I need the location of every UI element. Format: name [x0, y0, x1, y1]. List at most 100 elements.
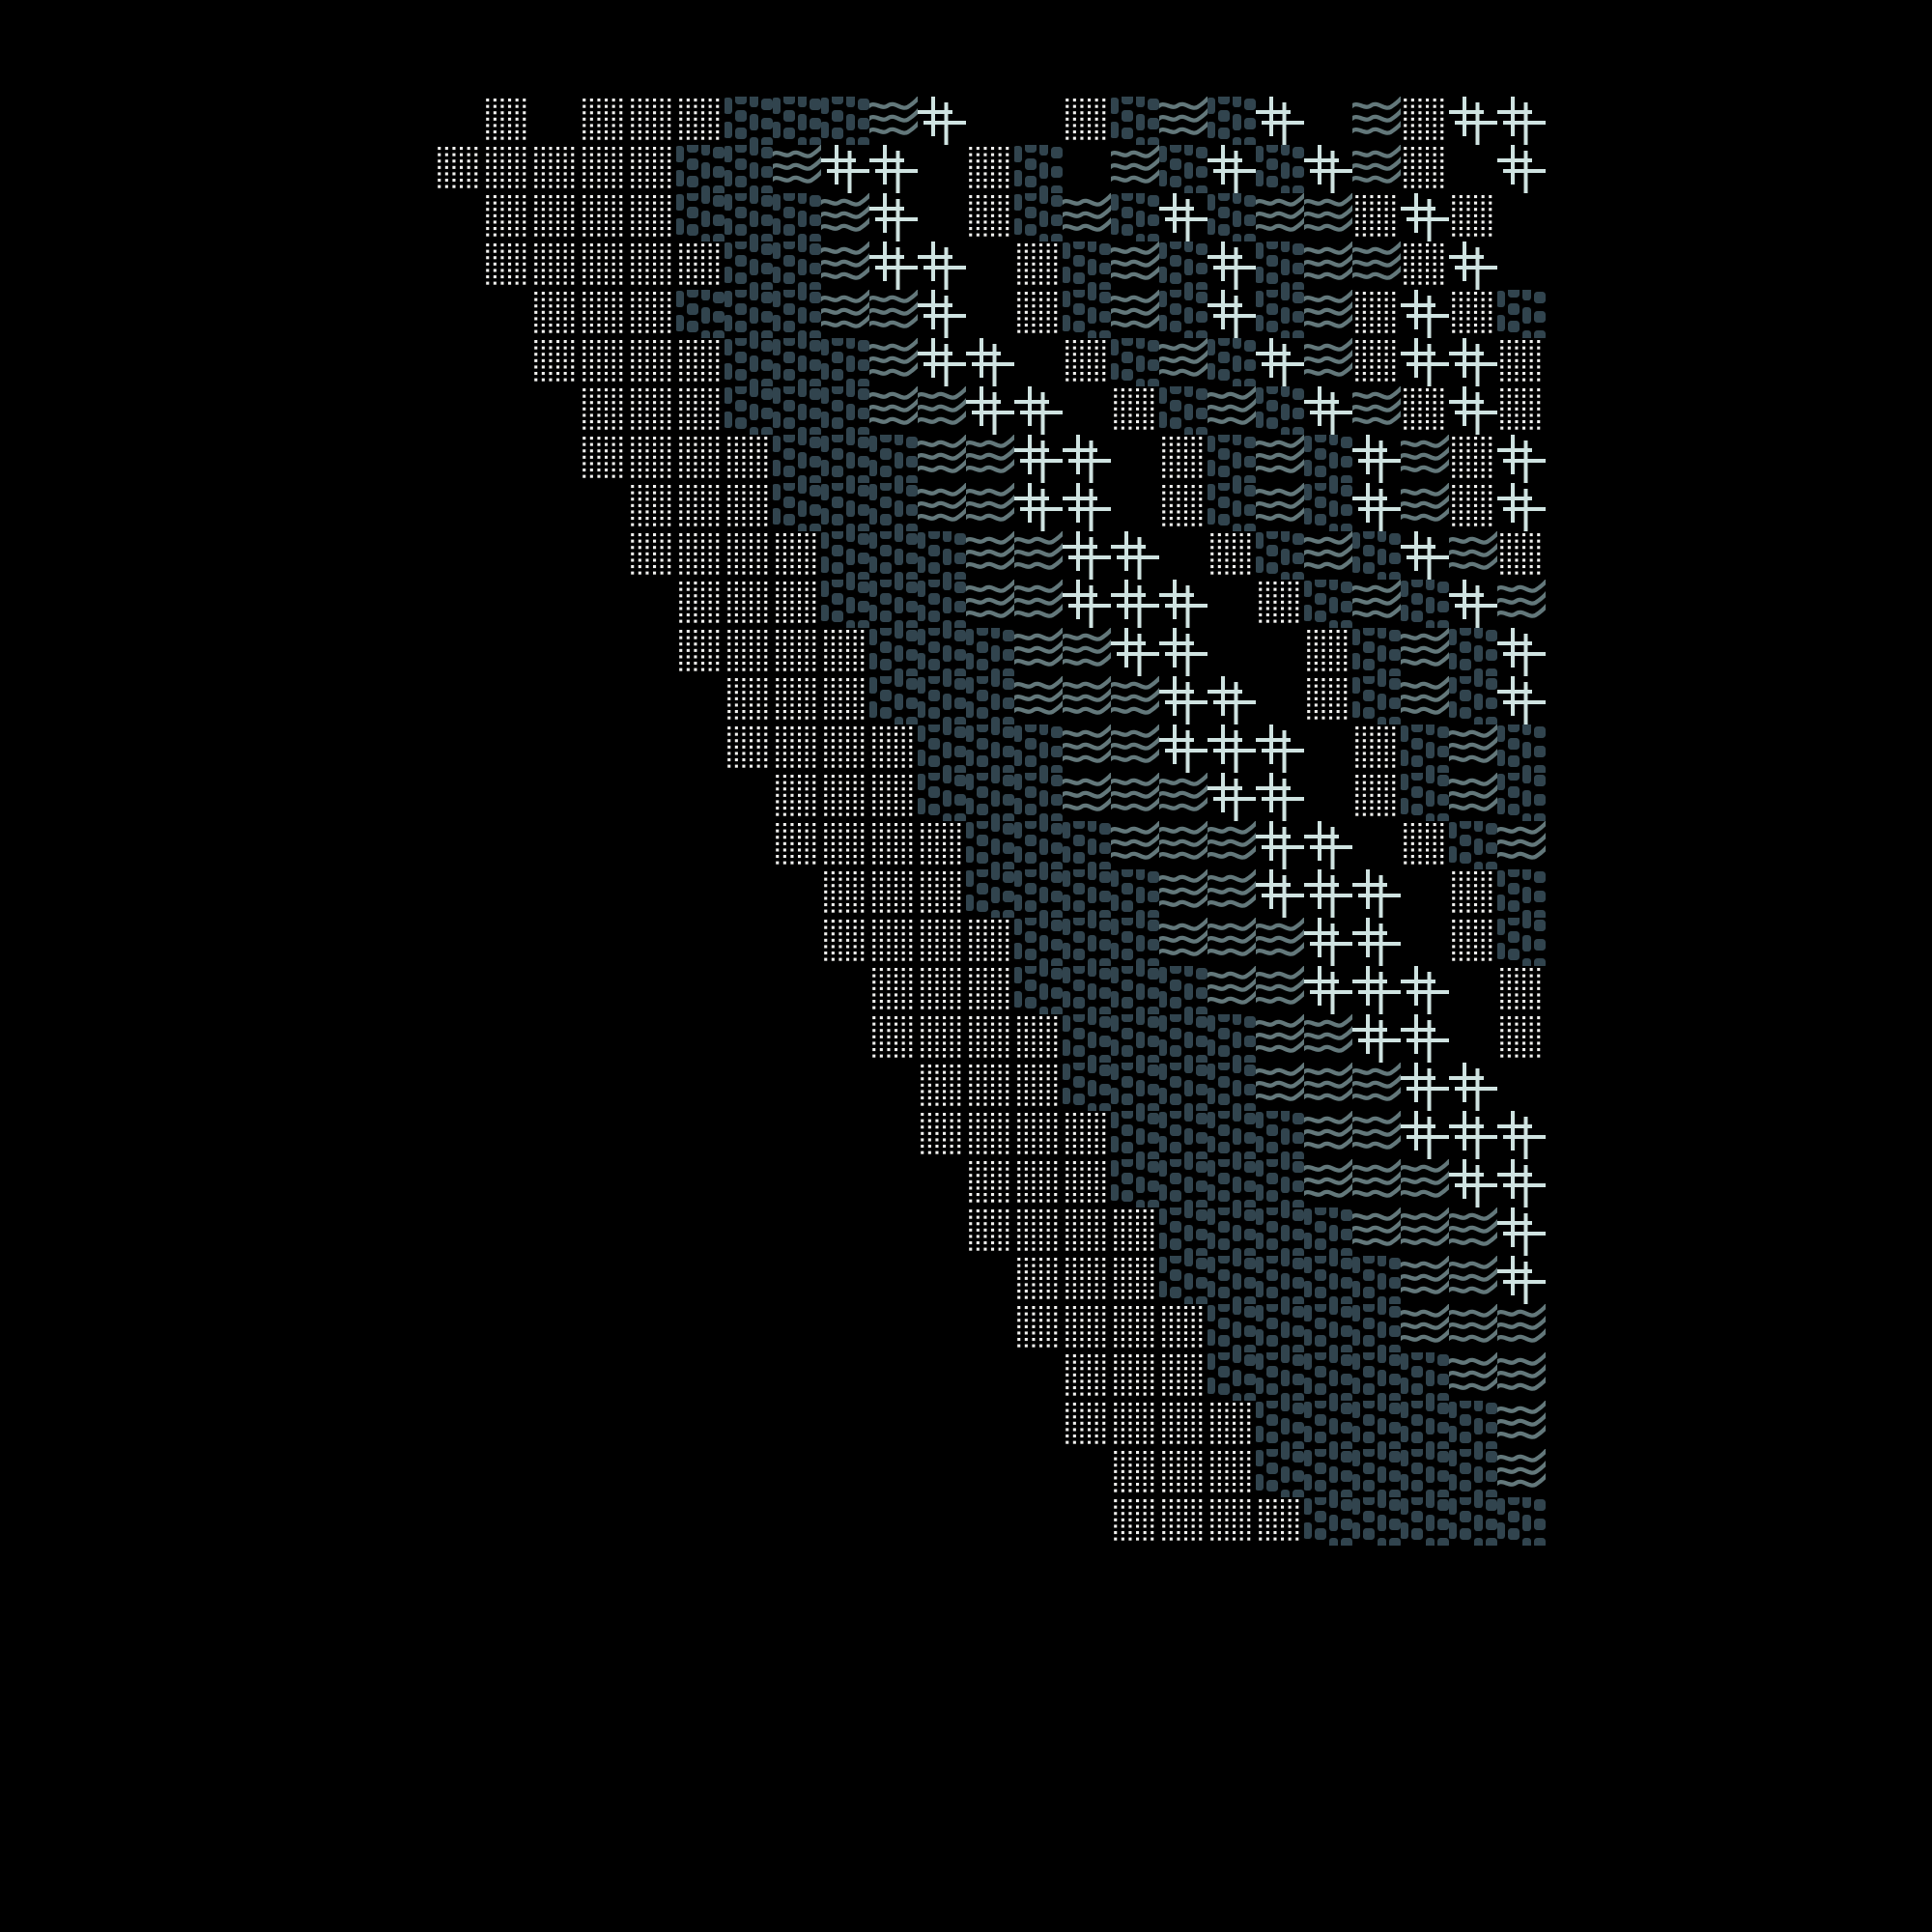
rounded-block-glyph [1111, 193, 1159, 242]
offset-cross-glyph [1304, 918, 1352, 966]
wavy-line-glyph [1352, 386, 1401, 435]
rounded-block-glyph [773, 242, 821, 290]
dotted-grid-glyph [869, 869, 918, 918]
offset-cross-glyph [1256, 821, 1304, 869]
dotted-grid-glyph [1063, 1111, 1111, 1159]
rounded-block-glyph [966, 821, 1014, 869]
offset-cross-glyph [1401, 966, 1449, 1014]
dotted-grid-glyph [773, 531, 821, 580]
dotted-grid-glyph [918, 821, 966, 869]
rounded-block-glyph [1256, 1111, 1304, 1159]
wavy-line-glyph [1208, 386, 1256, 435]
rounded-block-glyph [1352, 1497, 1401, 1546]
wavy-line-glyph [1352, 97, 1401, 145]
wavy-line-glyph [918, 483, 966, 531]
rounded-block-glyph [1449, 1449, 1497, 1497]
wavy-line-glyph [1111, 724, 1159, 773]
rounded-block-glyph [724, 338, 773, 386]
wavy-line-glyph [1401, 676, 1449, 724]
offset-cross-glyph [1304, 869, 1352, 918]
dotted-grid-glyph [918, 966, 966, 1014]
rounded-block-glyph [1208, 1111, 1256, 1159]
rounded-block-glyph [918, 531, 966, 580]
wavy-line-glyph [869, 338, 918, 386]
rounded-block-glyph [1256, 531, 1304, 580]
dotted-grid-glyph [628, 290, 676, 338]
rounded-block-glyph [1497, 918, 1546, 966]
wavy-line-glyph [1401, 1256, 1449, 1304]
offset-cross-glyph [1304, 386, 1352, 435]
rounded-block-glyph [1159, 1063, 1208, 1111]
dotted-grid-glyph [966, 193, 1014, 242]
dotted-grid-glyph [1401, 145, 1449, 193]
dotted-grid-glyph [869, 918, 918, 966]
rounded-block-glyph [966, 724, 1014, 773]
offset-cross-glyph [918, 242, 966, 290]
dotted-grid-glyph [1401, 97, 1449, 145]
dotted-grid-glyph [1063, 1401, 1111, 1449]
offset-cross-glyph [869, 193, 918, 242]
rounded-block-glyph [1352, 1401, 1401, 1449]
dotted-grid-glyph [1497, 966, 1546, 1014]
wavy-line-glyph [1111, 145, 1159, 193]
rounded-block-glyph [821, 338, 869, 386]
rounded-block-glyph [1014, 773, 1063, 821]
rounded-block-glyph [821, 97, 869, 145]
offset-cross-glyph [1401, 193, 1449, 242]
rounded-block-glyph [869, 435, 918, 483]
offset-cross-glyph [1352, 869, 1401, 918]
rounded-block-glyph [869, 531, 918, 580]
dotted-grid-glyph [1449, 193, 1497, 242]
wavy-line-glyph [1014, 531, 1063, 580]
wavy-line-glyph [1256, 193, 1304, 242]
rounded-block-glyph [1401, 1352, 1449, 1401]
rounded-block-glyph [821, 435, 869, 483]
rounded-block-glyph [1401, 724, 1449, 773]
rounded-block-glyph [1014, 724, 1063, 773]
dotted-grid-glyph [1014, 1256, 1063, 1304]
dotted-grid-glyph [1063, 1256, 1111, 1304]
wavy-line-glyph [1449, 1352, 1497, 1401]
dotted-grid-glyph [676, 97, 724, 145]
rounded-block-glyph [1497, 869, 1546, 918]
rounded-block-glyph [1014, 145, 1063, 193]
offset-cross-glyph [1159, 724, 1208, 773]
dotted-grid-glyph [1111, 1449, 1159, 1497]
rounded-block-glyph [676, 193, 724, 242]
offset-cross-glyph [1401, 531, 1449, 580]
dotted-grid-glyph [1352, 193, 1401, 242]
rounded-block-glyph [1304, 1256, 1352, 1304]
dotted-grid-glyph [1497, 1014, 1546, 1063]
offset-cross-glyph [1208, 290, 1256, 338]
rounded-block-glyph [1304, 1304, 1352, 1352]
dotted-grid-glyph [1159, 1497, 1208, 1546]
rounded-block-glyph [1063, 1063, 1111, 1111]
wavy-line-glyph [1159, 869, 1208, 918]
rounded-block-glyph [1208, 483, 1256, 531]
dotted-grid-glyph [1063, 1208, 1111, 1256]
rounded-block-glyph [1111, 966, 1159, 1014]
dotted-grid-glyph [773, 724, 821, 773]
rounded-block-glyph [1256, 1256, 1304, 1304]
offset-cross-glyph [821, 145, 869, 193]
dotted-grid-glyph [1063, 97, 1111, 145]
wavy-line-glyph [869, 386, 918, 435]
offset-cross-glyph [1208, 724, 1256, 773]
wavy-line-glyph [821, 290, 869, 338]
rounded-block-glyph [966, 628, 1014, 676]
rounded-block-glyph [1497, 773, 1546, 821]
dotted-grid-glyph [821, 773, 869, 821]
dotted-grid-glyph [1014, 1014, 1063, 1063]
dotted-grid-glyph [1111, 1304, 1159, 1352]
offset-cross-glyph [1352, 966, 1401, 1014]
wavy-line-glyph [918, 435, 966, 483]
rounded-block-glyph [1208, 1304, 1256, 1352]
rounded-block-glyph [1063, 290, 1111, 338]
rounded-block-glyph [1256, 1159, 1304, 1208]
dotted-grid-glyph [869, 724, 918, 773]
rounded-block-glyph [821, 483, 869, 531]
offset-cross-glyph [1449, 1063, 1497, 1111]
dotted-grid-glyph [580, 338, 628, 386]
dotted-grid-glyph [1159, 483, 1208, 531]
